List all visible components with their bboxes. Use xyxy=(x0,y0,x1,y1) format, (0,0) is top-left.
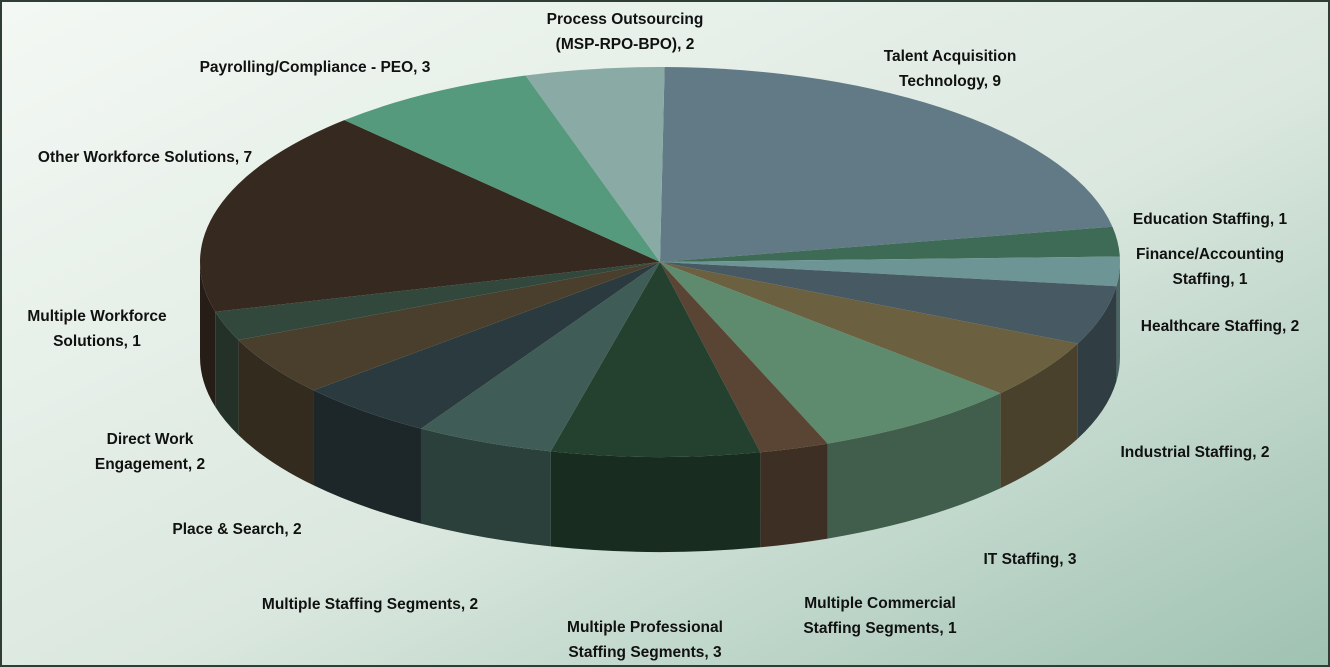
pie-slice xyxy=(550,262,761,458)
pie-slice xyxy=(238,262,660,391)
data-label: Multiple Workforce xyxy=(27,308,167,325)
pie-slice-side xyxy=(313,390,421,524)
pie-slice-side xyxy=(215,311,239,435)
data-label: Multiple Staffing Segments, 2 xyxy=(262,596,478,613)
data-label: Technology, 9 xyxy=(899,73,1001,90)
data-label: Industrial Staffing, 2 xyxy=(1121,444,1270,461)
data-label: Education Staffing, 1 xyxy=(1133,211,1288,228)
data-label: Talent Acquisition xyxy=(884,48,1017,65)
pie-slice xyxy=(660,262,1117,344)
pie-slice xyxy=(313,262,660,429)
data-labels: Talent Acquisition Technology, 9 Education… xyxy=(27,11,1299,661)
pie-slice xyxy=(525,67,665,263)
data-label: Solutions, 1 xyxy=(53,333,141,350)
pie-slice-side xyxy=(760,443,828,548)
data-label: Place & Search, 2 xyxy=(172,521,301,538)
pie-slice-side xyxy=(238,339,314,486)
pie-slice-side xyxy=(827,393,1001,539)
data-label: Payrolling/Compliance - PEO, 3 xyxy=(200,59,431,76)
pie-slice xyxy=(215,262,660,340)
pie-slice-side xyxy=(1077,286,1117,439)
data-label: Direct Work xyxy=(107,431,194,448)
data-label: Staffing Segments, 3 xyxy=(568,644,722,661)
pie-slice xyxy=(420,262,660,452)
pie-slice xyxy=(660,262,1078,394)
data-label: Engagement, 2 xyxy=(95,456,205,473)
data-label: Healthcare Staffing, 2 xyxy=(1141,318,1300,335)
pie-slice xyxy=(200,120,661,312)
data-label: Multiple Commercial xyxy=(804,595,956,612)
pie-slice xyxy=(660,262,828,453)
data-label: Finance/Accounting xyxy=(1136,246,1284,263)
pie-slice-side xyxy=(200,262,216,407)
data-label: Staffing Segments, 1 xyxy=(803,620,957,637)
pie-slice xyxy=(660,226,1120,262)
pie-slice xyxy=(660,67,1113,262)
pie-slice xyxy=(660,262,1001,444)
pie-slice xyxy=(344,75,660,262)
data-label: Other Workforce Solutions, 7 xyxy=(38,149,252,166)
pie-slice-side xyxy=(550,451,761,553)
data-label: (MSP-RPO-BPO), 2 xyxy=(556,36,695,53)
pie-slice xyxy=(660,256,1121,287)
pie-slice-side xyxy=(1000,343,1078,489)
pie-slice-side xyxy=(420,428,551,547)
pie-tops xyxy=(200,67,1121,458)
pie-slice-side xyxy=(1116,262,1120,382)
data-label: Staffing, 1 xyxy=(1173,271,1248,288)
data-label: Process Outsourcing xyxy=(547,11,704,28)
data-label: Multiple Professional xyxy=(567,619,723,636)
pie-sides xyxy=(200,262,1120,553)
data-label: IT Staffing, 3 xyxy=(984,551,1077,568)
